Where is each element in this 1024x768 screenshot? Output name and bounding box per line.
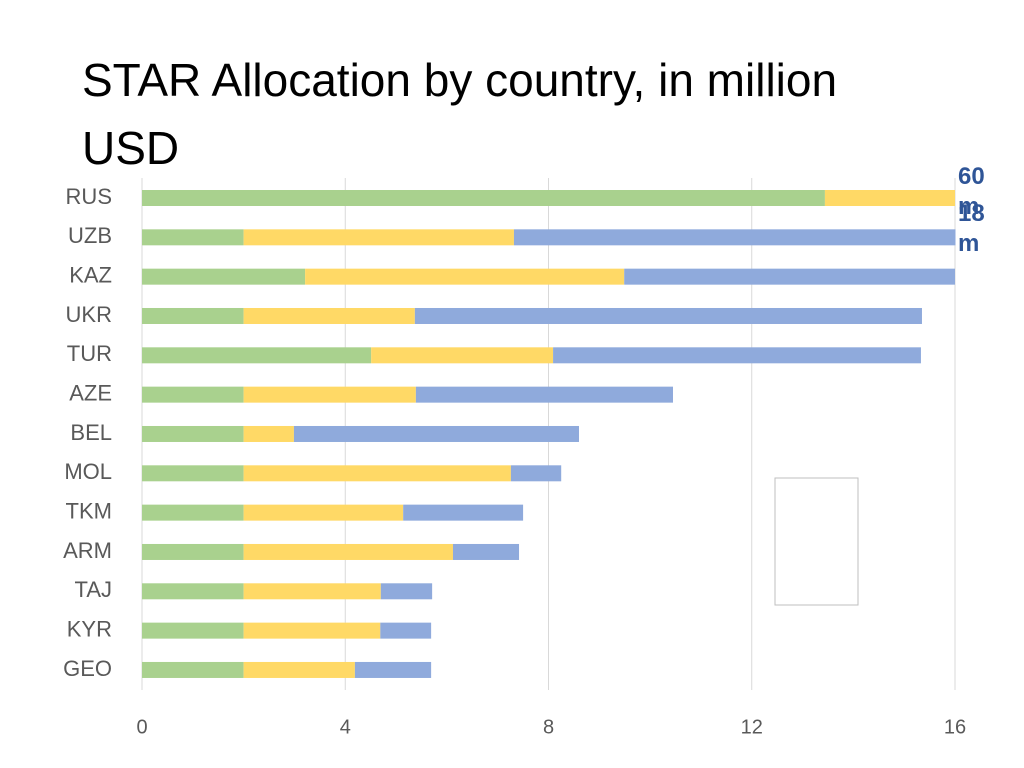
y-tick-label: TAJ	[75, 577, 112, 602]
bar	[414, 307, 922, 324]
bars	[142, 190, 956, 678]
bar	[243, 504, 404, 521]
x-tick-label: 12	[741, 716, 763, 738]
y-tick-label: UKR	[66, 302, 112, 327]
bar	[243, 229, 514, 246]
bar	[142, 583, 244, 600]
x-tick-label: 4	[340, 716, 351, 738]
annotation: 60 m	[958, 163, 985, 220]
bar	[142, 229, 244, 246]
bar	[380, 622, 432, 639]
y-tick-label: RUS	[66, 184, 112, 209]
bar	[243, 583, 381, 600]
y-tick-label: BEL	[70, 420, 112, 445]
y-tick-label: ARM	[63, 538, 112, 563]
y-tick-label: GEO	[63, 656, 112, 681]
x-tick-label: 8	[543, 716, 554, 738]
bar	[243, 465, 511, 482]
bar	[142, 425, 244, 442]
chart-title: STAR Allocation by country, in million U…	[82, 54, 838, 174]
bar	[243, 661, 355, 678]
bar	[142, 347, 372, 364]
bar	[415, 386, 673, 403]
bar	[142, 543, 244, 560]
bar	[243, 622, 381, 639]
bar	[510, 465, 562, 482]
bar	[553, 347, 921, 364]
y-tick-label: KAZ	[69, 262, 112, 287]
bar	[142, 661, 244, 678]
bar	[452, 543, 520, 560]
y-tick-label: UZB	[68, 223, 112, 248]
bar	[243, 543, 453, 560]
bar	[293, 425, 579, 442]
bar	[142, 622, 244, 639]
bar	[403, 504, 524, 521]
labels: 0 4 8 12 16 RUS UZB KAZ UKR TUR AZE BEL MOL TKM ARM TAJ…	[63, 184, 966, 738]
y-tick-label: MOL	[64, 459, 112, 484]
bar	[142, 268, 306, 285]
bar	[305, 268, 625, 285]
bar	[243, 386, 416, 403]
bar	[142, 504, 244, 521]
bar	[371, 347, 554, 364]
annotation: 18 m	[958, 200, 985, 257]
x-tick-label: 16	[944, 716, 966, 738]
y-tick-label: TKM	[66, 498, 112, 523]
legend-box	[774, 477, 859, 606]
y-tick-label: TUR	[67, 341, 112, 366]
y-tick-label: AZE	[69, 380, 112, 405]
y-tick-label: KYR	[67, 616, 112, 641]
x-tick-label: 0	[136, 716, 147, 738]
bar	[142, 307, 244, 324]
bar	[243, 307, 415, 324]
bar	[142, 465, 244, 482]
bar	[142, 386, 244, 403]
bar	[380, 583, 433, 600]
bar	[624, 268, 955, 285]
bar	[243, 425, 294, 442]
bar	[824, 190, 955, 206]
bar	[354, 661, 432, 678]
bar	[513, 229, 956, 246]
bar	[142, 190, 825, 206]
